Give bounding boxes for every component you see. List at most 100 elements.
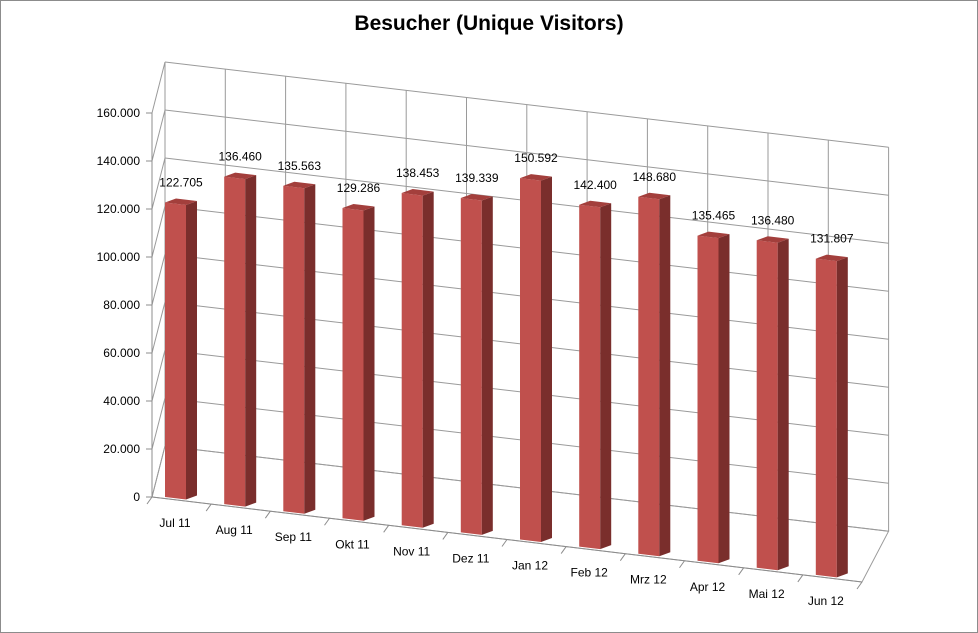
x-tick-label: Jan 12 bbox=[512, 559, 548, 573]
gridline-side bbox=[151, 157, 166, 210]
data-label: 129.286 bbox=[337, 181, 381, 195]
bar bbox=[283, 181, 316, 514]
bar-side bbox=[541, 176, 552, 542]
y-tick-label: 60.000 bbox=[103, 346, 140, 360]
x-tick bbox=[264, 510, 271, 519]
x-tick bbox=[442, 532, 449, 540]
x-tick bbox=[501, 539, 508, 547]
bar-side bbox=[422, 191, 434, 528]
x-tick bbox=[146, 496, 153, 505]
data-label: 136.480 bbox=[751, 213, 795, 227]
chart-title: Besucher (Unique Visitors) bbox=[354, 12, 624, 35]
bar-side bbox=[304, 184, 316, 514]
x-tick-label: Jul 11 bbox=[159, 516, 190, 530]
bar-front bbox=[815, 258, 837, 578]
bar-top bbox=[815, 254, 848, 262]
bar bbox=[579, 200, 612, 550]
bar-side bbox=[836, 257, 848, 578]
bar-front bbox=[224, 176, 246, 507]
data-label: 135.563 bbox=[278, 159, 322, 173]
bar-top bbox=[638, 192, 671, 200]
y-tick-label: 100.000 bbox=[97, 250, 141, 264]
x-tick bbox=[324, 517, 330, 526]
x-tick bbox=[619, 553, 626, 561]
data-label: 138.453 bbox=[396, 166, 440, 180]
bar bbox=[401, 189, 434, 528]
bar bbox=[520, 174, 552, 542]
bar bbox=[342, 204, 375, 521]
bar-front bbox=[460, 198, 482, 535]
x-tick-label: Nov 11 bbox=[393, 544, 430, 558]
data-label: 131.807 bbox=[810, 232, 854, 246]
bar-front bbox=[756, 240, 778, 571]
x-tick-label: Apr 12 bbox=[690, 580, 726, 594]
x-axis-line bbox=[151, 496, 863, 583]
bar-side bbox=[777, 238, 789, 571]
bar-front bbox=[638, 196, 660, 557]
x-tick-label: Jun 12 bbox=[808, 594, 844, 608]
y-tick-label: 160.000 bbox=[97, 106, 141, 120]
bar-front bbox=[520, 178, 541, 542]
gridline-side bbox=[151, 445, 166, 498]
bar-top bbox=[460, 194, 493, 201]
data-label: 148.680 bbox=[633, 170, 677, 184]
data-labels: 122.705 136.460 135.563 129.286 138.453 139.3… bbox=[159, 150, 854, 246]
x-tick-label: Feb 12 bbox=[570, 566, 608, 580]
bar-front bbox=[579, 204, 601, 550]
y-tick-label: 40.000 bbox=[103, 394, 140, 408]
bar-front bbox=[342, 208, 364, 521]
bar-top bbox=[401, 189, 434, 196]
y-tick-label: 140.000 bbox=[97, 154, 141, 168]
bar-top bbox=[756, 236, 789, 243]
x-tick bbox=[679, 560, 685, 569]
gridline-side bbox=[151, 253, 166, 306]
bar-front bbox=[697, 235, 719, 564]
y-tick-label: 120.000 bbox=[97, 202, 141, 216]
bar-side bbox=[245, 175, 257, 507]
bar-top bbox=[520, 174, 552, 181]
gridline-side bbox=[151, 397, 166, 450]
x-tick bbox=[205, 503, 212, 512]
bar-front bbox=[165, 202, 186, 500]
bar bbox=[460, 194, 493, 535]
bar bbox=[697, 231, 730, 564]
bar-top bbox=[579, 200, 612, 208]
bar-front bbox=[401, 193, 423, 528]
y-tick-label: 80.000 bbox=[103, 298, 140, 312]
data-label: 122.705 bbox=[159, 176, 203, 190]
bars bbox=[165, 172, 848, 578]
y-tick-label: 20.000 bbox=[103, 442, 140, 456]
gridline-side bbox=[151, 301, 166, 354]
y-tick-label: 0 bbox=[133, 490, 140, 504]
bar-top bbox=[165, 198, 197, 205]
x-tick-label: Aug 11 bbox=[216, 523, 253, 537]
data-label: 136.460 bbox=[218, 150, 262, 164]
x-tick-label: Mrz 12 bbox=[630, 573, 667, 587]
bar-side bbox=[481, 196, 493, 535]
data-label: 135.465 bbox=[692, 209, 736, 223]
bar-top bbox=[224, 172, 257, 180]
gridline-side bbox=[151, 61, 166, 114]
gridline-side bbox=[151, 349, 166, 402]
bar-side bbox=[659, 195, 671, 557]
bar bbox=[224, 172, 257, 507]
bar bbox=[815, 254, 848, 578]
x-tick-label: Okt 11 bbox=[335, 537, 370, 551]
bar-top bbox=[342, 204, 375, 211]
x-tick bbox=[797, 574, 804, 583]
bar-top bbox=[283, 181, 316, 189]
bar bbox=[756, 236, 789, 571]
gridline-side bbox=[151, 205, 166, 258]
bar-side bbox=[186, 201, 197, 500]
x-tick bbox=[856, 581, 863, 590]
bar-top bbox=[697, 231, 730, 239]
x-tick-label: Mai 12 bbox=[749, 587, 785, 601]
bar-side bbox=[363, 206, 375, 521]
bar bbox=[638, 192, 671, 557]
x-axis: Jul 11 Aug 11 Sep 11 Okt 11 Nov 11 Dez 11 Jan … bbox=[146, 496, 863, 608]
x-tick bbox=[560, 546, 567, 554]
data-label: 139.339 bbox=[455, 171, 499, 185]
data-label: 142.400 bbox=[573, 178, 617, 192]
x-tick bbox=[383, 525, 390, 533]
